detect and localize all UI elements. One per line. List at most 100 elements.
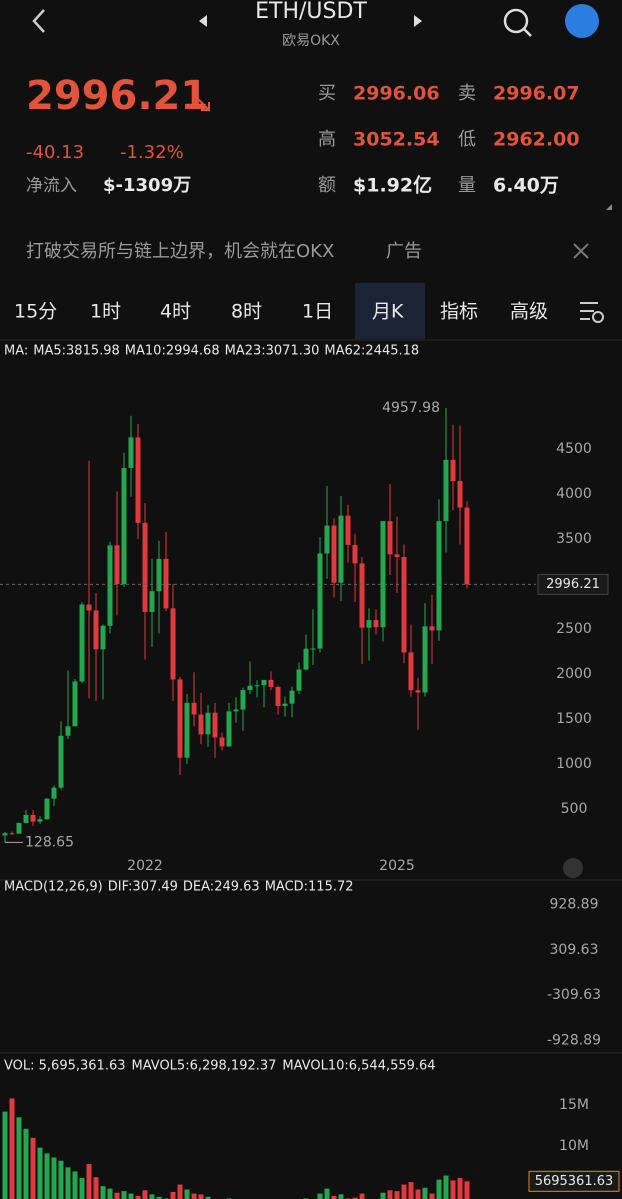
- prev-pair[interactable]: [199, 15, 207, 27]
- candle-body: [310, 648, 316, 650]
- volume-bar: [380, 1192, 386, 1199]
- candle-body: [408, 652, 414, 691]
- ma-legend: MA10:2994.68: [125, 344, 220, 359]
- volume-bar: [16, 1117, 22, 1199]
- volume-bar: [387, 1190, 393, 1199]
- candle-body: [443, 459, 449, 522]
- min-label: 128.65: [25, 834, 74, 850]
- price: 2996.21: [26, 73, 208, 119]
- volume-bar: [100, 1186, 106, 1199]
- candle-body: [289, 690, 295, 704]
- banner-tag: 广告: [386, 241, 422, 262]
- banner-close[interactable]: [573, 243, 589, 259]
- y-tick-label: 1000: [556, 756, 592, 772]
- macd-tick-label: 928.89: [550, 897, 599, 913]
- volume-bar: [2, 1111, 8, 1199]
- candle-body: [93, 610, 99, 650]
- volume-bar: [128, 1193, 134, 1199]
- candle-body: [86, 604, 92, 611]
- stat-value: 6.40万: [493, 175, 559, 197]
- volume-bar: [317, 1193, 323, 1199]
- candle-body: [303, 648, 309, 670]
- next-pair[interactable]: [414, 15, 422, 27]
- candle-body: [198, 714, 204, 735]
- volume-bar: [401, 1184, 407, 1199]
- tab[interactable]: 4时: [160, 301, 191, 323]
- volume-bar: [422, 1187, 428, 1199]
- candle-body: [275, 686, 281, 706]
- candle-body: [114, 545, 120, 585]
- candle-body: [324, 525, 330, 554]
- tab[interactable]: 1日: [302, 301, 333, 323]
- volume-bar: [408, 1182, 414, 1199]
- candle-body: [345, 515, 351, 545]
- candle-body: [429, 626, 435, 631]
- volume-bar: [30, 1137, 36, 1199]
- candle-body: [422, 626, 428, 693]
- stat-label: 高: [318, 129, 336, 150]
- volume-tick-label: 10M: [559, 1138, 589, 1154]
- volume-bar: [429, 1193, 435, 1199]
- y-tick-label: 500: [561, 801, 588, 817]
- x-tick-label: 2025: [379, 858, 415, 874]
- volume-bar: [457, 1177, 463, 1199]
- back-button[interactable]: [32, 9, 45, 33]
- tab[interactable]: 高级: [510, 301, 548, 323]
- candle-body: [72, 681, 78, 727]
- candle-body: [247, 685, 253, 691]
- macd-legend: DEA:249.63: [183, 880, 260, 895]
- stat-value: $1.92亿: [353, 174, 432, 197]
- macd-tick-label: -309.63: [547, 987, 601, 1003]
- last-price-box: [537, 573, 609, 595]
- volume-bar: [114, 1192, 120, 1199]
- reset-button[interactable]: [563, 858, 583, 878]
- candle-body: [205, 712, 211, 735]
- candle-body: [58, 735, 64, 788]
- expand-corner[interactable]: [606, 204, 612, 210]
- volume-bar: [170, 1191, 176, 1199]
- stat-value: 2996.06: [353, 83, 440, 105]
- banner-text[interactable]: 打破交易所与链上边界，机会就在OKX: [26, 241, 334, 262]
- tab[interactable]: 指标: [440, 301, 478, 323]
- volume-bar: [58, 1160, 64, 1199]
- macd-tick-label: 309.63: [550, 942, 599, 958]
- volume-bar: [443, 1175, 449, 1199]
- settings-icon[interactable]: [580, 302, 604, 323]
- volume-bar: [9, 1098, 15, 1199]
- x-tick-label: 2022: [127, 858, 163, 874]
- candle-body: [261, 679, 267, 686]
- volume-bar: [338, 1194, 344, 1199]
- stat-label: 卖: [458, 83, 476, 104]
- ma-legend: MA5:3815.98: [33, 344, 120, 359]
- volume-bar: [331, 1196, 337, 1199]
- candle-body: [2, 833, 8, 836]
- candle-body: [317, 553, 323, 649]
- volume-bar: [51, 1157, 57, 1199]
- volume-bar: [65, 1167, 71, 1199]
- candle-body: [436, 521, 442, 631]
- volume-legend: VOL: 5,695,361.63: [4, 1059, 126, 1074]
- pair-title[interactable]: ETH/USDT: [255, 0, 367, 24]
- volume-bar: [415, 1189, 421, 1199]
- candle-body: [282, 703, 288, 706]
- candle-body: [37, 819, 43, 822]
- avatar[interactable]: [565, 4, 599, 38]
- candle-body: [233, 709, 239, 712]
- volume-bar: [464, 1181, 470, 1199]
- tab[interactable]: 1时: [90, 301, 121, 323]
- volume-bar: [149, 1194, 155, 1199]
- tab[interactable]: 8时: [231, 301, 262, 323]
- last-price-label: 2996.21: [546, 577, 600, 592]
- tab[interactable]: 月K: [372, 301, 404, 323]
- candle-body: [254, 685, 260, 687]
- search-icon[interactable]: [503, 8, 529, 34]
- y-tick-label: 3500: [556, 531, 592, 547]
- candle-body: [415, 690, 421, 693]
- volume-bar: [450, 1180, 456, 1199]
- candle-body: [464, 507, 470, 585]
- tab[interactable]: 15分: [14, 301, 57, 323]
- volume-bar: [184, 1189, 190, 1199]
- candle-body: [107, 545, 113, 626]
